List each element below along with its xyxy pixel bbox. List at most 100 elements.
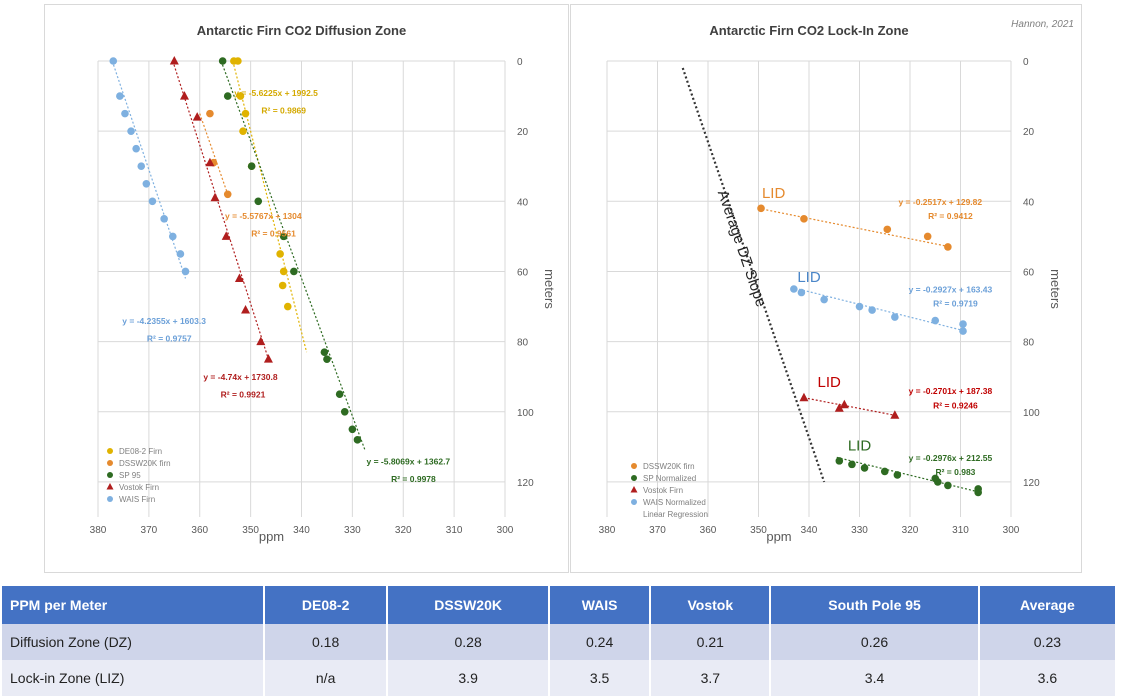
data-point — [176, 250, 185, 258]
regression-equation-label: y = -0.2976x + 212.55 — [909, 453, 993, 463]
legend-marker — [631, 463, 637, 469]
data-point — [860, 464, 869, 472]
data-point-triangle — [169, 56, 179, 65]
regression-equation-label: R² = 0.9869 — [261, 106, 306, 116]
author-credit: Hannon, 2021 — [1011, 19, 1074, 30]
data-point-triangle — [210, 192, 220, 202]
lock-in-zone-chart-panel: Antarctic Firn CO2 Lock-In Zone 380 370 360… — [570, 4, 1082, 573]
x-tick-label: 370 — [141, 525, 158, 536]
data-point-triangle — [834, 403, 844, 412]
data-point — [931, 316, 940, 325]
legend-marker — [631, 475, 637, 481]
regression-equation-label: y = -5.5767x + 1304 — [225, 211, 302, 221]
trendline — [803, 397, 895, 416]
data-point — [923, 232, 932, 241]
table-cell: n/a — [263, 660, 389, 696]
data-point-triangle — [890, 410, 900, 419]
y-axis-label: meters — [1048, 269, 1063, 309]
data-point-triangle — [192, 112, 202, 121]
chart-title: Antarctic Firn CO2 Diffusion Zone — [197, 23, 406, 38]
chart-title: Antarctic Firn CO2 Lock-In Zone — [709, 23, 908, 38]
data-point — [132, 144, 140, 153]
data-point — [974, 488, 982, 497]
data-point — [116, 92, 124, 100]
data-point — [109, 57, 118, 65]
data-point-triangle — [263, 354, 273, 363]
y-tick-label: 60 — [1023, 267, 1035, 278]
legend-entry: WAIS Firn — [119, 495, 155, 504]
regression-equation-label: y = -0.2701x + 187.38 — [909, 386, 993, 396]
regression-equation-label: R² = 0.983 — [935, 467, 975, 477]
regression-equation-label: y = -5.6225x + 1992.5 — [234, 88, 318, 98]
table-cell: 3.4 — [770, 660, 980, 696]
table-cell: 0.28 — [387, 624, 550, 660]
lock-in-zone-chart: Antarctic Firn CO2 Lock-In Zone 380 370 360… — [599, 19, 1074, 544]
x-tick-label: 380 — [599, 525, 616, 536]
data-point — [790, 285, 798, 293]
y-tick-label: 100 — [1023, 408, 1040, 419]
data-point — [944, 481, 952, 490]
data-point — [247, 162, 256, 171]
data-point — [230, 57, 238, 65]
regression-equation-label: R² = 0.9561 — [251, 228, 296, 238]
data-point — [757, 204, 765, 213]
x-axis-label: ppm — [259, 529, 284, 544]
legend-marker — [107, 448, 113, 454]
y-tick-label: 0 — [1023, 57, 1029, 68]
legend-entry: DSSW20K firn — [643, 462, 695, 471]
trendline — [220, 60, 366, 451]
legend-marker — [106, 483, 114, 490]
x-tick-label: 300 — [1003, 525, 1020, 536]
data-point — [160, 215, 168, 223]
x-axis-label: ppm — [766, 529, 791, 544]
x-tick-label: 350 — [242, 525, 259, 536]
x-tick-label: 350 — [750, 525, 767, 536]
table-cell: 0.23 — [978, 624, 1118, 660]
data-point — [835, 457, 844, 465]
data-point — [944, 243, 952, 251]
data-point — [223, 92, 232, 100]
data-point — [323, 355, 331, 363]
table-cell: 0.21 — [650, 624, 772, 660]
data-point — [353, 436, 362, 444]
y-tick-label: 100 — [517, 408, 534, 419]
data-point — [142, 179, 151, 188]
data-point — [959, 327, 967, 335]
table-cell: Diffusion Zone (DZ) — [2, 624, 265, 660]
x-tick-label: 310 — [446, 525, 463, 536]
data-point — [855, 302, 864, 311]
data-point — [223, 190, 232, 199]
data-point-triangle — [839, 399, 849, 409]
diffusion-zone-chart: Antarctic Firn CO2 Diffusion Zone 380 370 3… — [90, 23, 557, 544]
data-point — [236, 92, 245, 100]
x-tick-label: 330 — [851, 525, 868, 536]
data-point-triangle — [256, 336, 266, 346]
table-header-cell: WAIS — [548, 586, 652, 624]
x-tick-label: 330 — [344, 525, 361, 536]
regression-equation-label: R² = 0.9978 — [391, 474, 436, 484]
data-point — [279, 232, 288, 241]
regression-equation-label: y = -0.2517x + 129.82 — [898, 197, 982, 207]
data-point — [239, 127, 247, 135]
data-point — [880, 467, 889, 476]
table-header-cell: Average — [978, 586, 1118, 624]
average-dz-slope-line — [681, 67, 826, 483]
y-tick-label: 40 — [1023, 197, 1035, 208]
x-tick-label: 370 — [649, 525, 666, 536]
data-point — [959, 320, 967, 328]
legend-entry: SP 95 — [119, 471, 141, 480]
table-cell: 3.6 — [978, 660, 1118, 696]
table-header-cell: South Pole 95 — [770, 586, 980, 624]
table-cell: 0.26 — [770, 624, 980, 660]
data-point-triangle — [221, 231, 231, 240]
data-point — [891, 313, 899, 321]
lid-label: LID — [848, 437, 872, 454]
data-point — [933, 478, 942, 486]
x-tick-label: 300 — [497, 525, 514, 536]
table-header-cell: DSSW20K — [387, 586, 550, 624]
regression-equation-label: R² = 0.9412 — [928, 211, 973, 221]
y-tick-label: 60 — [517, 267, 529, 278]
y-tick-label: 80 — [1023, 338, 1035, 349]
data-point — [279, 267, 288, 276]
y-tick-label: 20 — [1023, 127, 1035, 138]
